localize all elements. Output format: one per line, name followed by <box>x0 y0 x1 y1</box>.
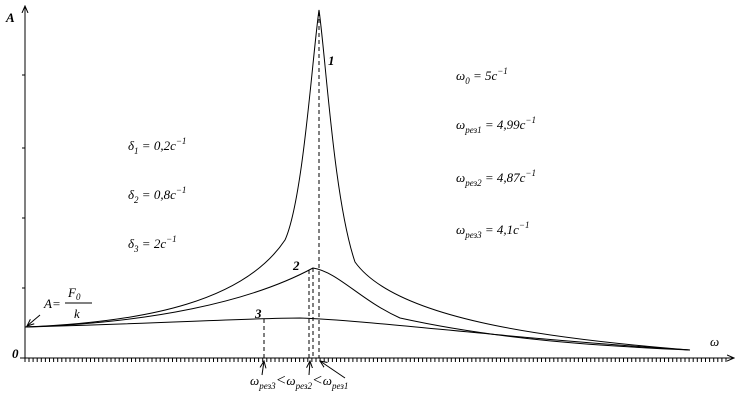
text-part: рез3 <box>464 230 482 240</box>
text-part: = 4,99c <box>482 117 526 132</box>
text-part: = 0,2c <box>139 138 177 153</box>
text-part: k <box>74 306 80 321</box>
x-axis-ticks <box>28 358 727 362</box>
resonance-order: ωрез3<ωрез2<ωрез1 <box>250 372 348 391</box>
text-part: ω <box>456 68 465 83</box>
damping-label: δ1 = 0,2c−1 <box>128 136 186 156</box>
text-part: −1 <box>176 185 187 195</box>
damping-label: δ3 = 2c−1 <box>128 234 177 254</box>
text-part: ω <box>323 373 332 388</box>
text-part: ω <box>456 170 465 185</box>
curve-label: 1 <box>328 53 335 68</box>
curve-label: 2 <box>292 258 300 273</box>
text-part: −1 <box>525 115 536 125</box>
text-part: 0 <box>76 292 81 302</box>
text-part: < <box>276 372 287 389</box>
text-part: 0 <box>12 346 19 361</box>
x-axis-label: ω <box>710 334 719 349</box>
text-part: δ <box>128 138 135 153</box>
origin-label: 0 <box>12 346 19 361</box>
text-part: = 4,87c <box>482 170 526 185</box>
text-part: −1 <box>519 220 530 230</box>
static-lhs: A= <box>43 296 61 311</box>
axes <box>20 6 734 362</box>
text-part: −1 <box>497 66 508 76</box>
text-part: δ <box>128 236 135 251</box>
curve-2 <box>24 267 691 351</box>
text-part: ω <box>286 373 295 388</box>
text-part: = 0,8c <box>139 187 177 202</box>
damping-label: δ2 = 0,8c−1 <box>128 185 186 205</box>
static-numerator: F0 <box>67 285 81 302</box>
text-part: A <box>5 10 15 25</box>
text-part: −1 <box>176 136 187 146</box>
text-part: рез2 <box>464 178 482 188</box>
text-part: рез1 <box>464 125 481 135</box>
text-part: −1 <box>166 234 177 244</box>
text-part: A <box>43 296 52 311</box>
text-part: рез2 <box>295 381 313 391</box>
text-part: рез3 <box>258 381 276 391</box>
text-part: ω <box>250 373 259 388</box>
text-part: F <box>67 285 77 300</box>
static-denominator: k <box>74 306 80 321</box>
y-axis-label: A <box>5 10 15 25</box>
text-part: = 5c <box>470 68 498 83</box>
curve-1 <box>24 9 691 351</box>
text-part: ω <box>456 117 465 132</box>
pointer-arrows <box>27 302 346 379</box>
text-part: < <box>312 372 323 389</box>
text-part: ω <box>710 334 719 349</box>
curve-label: 3 <box>254 306 262 321</box>
text-part: 1 <box>134 146 139 156</box>
text-part: 1 <box>328 53 335 68</box>
text-part: = <box>52 296 61 311</box>
frequency-label: ωрез3 = 4,1c−1 <box>456 220 529 240</box>
text-part: 0 <box>465 76 470 86</box>
text-part: рез1 <box>331 381 348 391</box>
text-part: 2 <box>134 195 139 205</box>
curve-3 <box>24 317 691 351</box>
frequency-label: ωрез2 = 4,87c−1 <box>456 168 536 188</box>
text-part: 3 <box>133 244 139 254</box>
text-part: −1 <box>525 168 536 178</box>
frequency-label: ωрез1 = 4,99c−1 <box>456 115 536 135</box>
text-part: 2 <box>292 258 300 273</box>
resonance-markers <box>263 12 320 358</box>
text-part: ω <box>456 222 465 237</box>
y-axis-ticks <box>22 74 25 289</box>
text-part: 3 <box>254 306 262 321</box>
text-part: = 2c <box>139 236 167 251</box>
text-part: δ <box>128 187 135 202</box>
frequency-label: ω0 = 5c−1 <box>456 66 508 86</box>
text-part: = 4,1c <box>482 222 520 237</box>
